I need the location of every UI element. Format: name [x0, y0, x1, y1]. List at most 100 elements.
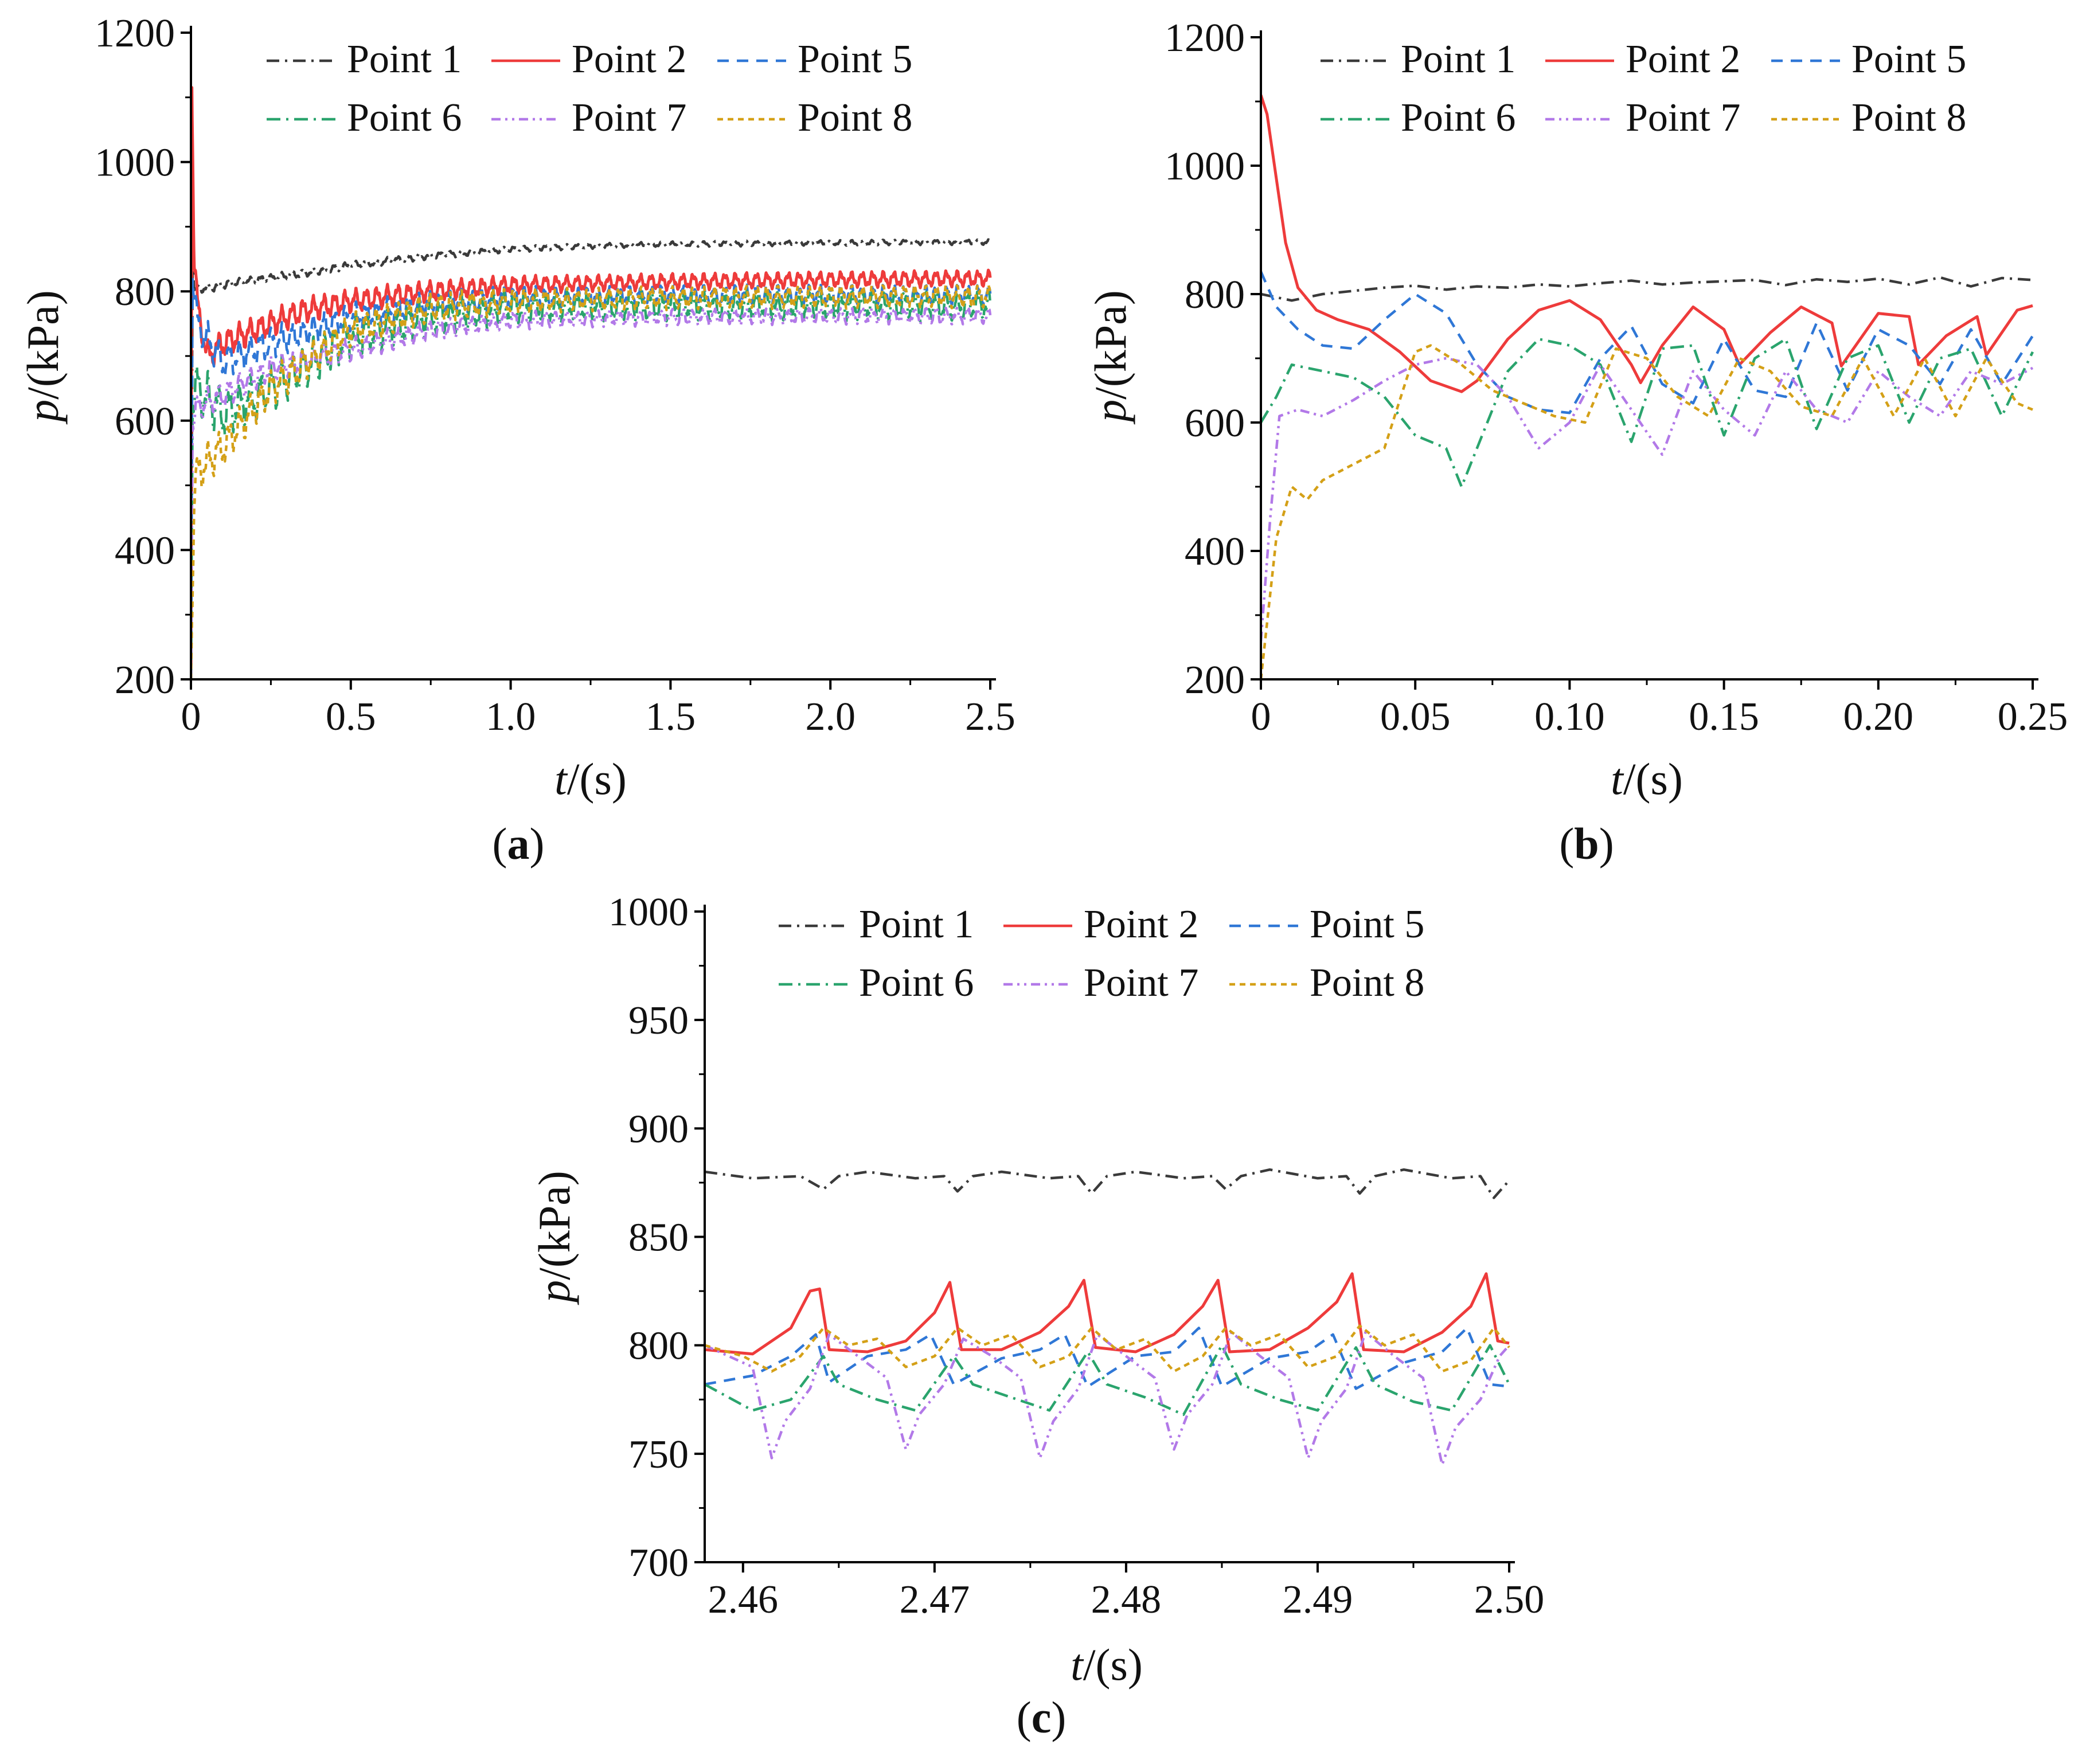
legend-item: Point 7 [1003, 961, 1198, 1005]
legend-label: Point 8 [1851, 96, 1966, 140]
legend-label: Point 2 [1626, 37, 1740, 81]
y-axis-label-unit: /(kPa) [529, 1171, 579, 1280]
series-line-point-5 [705, 1327, 1510, 1390]
x-axis-label-unit: /(s) [567, 754, 627, 804]
legend-label: Point 1 [1401, 37, 1515, 81]
series-line-point-1 [1261, 276, 2033, 302]
y-axis-label-unit: /(kPa) [18, 290, 68, 400]
panel-label-letter: b [1574, 819, 1599, 869]
legend-item: Point 1 [1321, 37, 1515, 81]
y-tick-label: 800 [1185, 273, 1245, 317]
legend-label: Point 1 [347, 37, 462, 81]
legend-label: Point 6 [1401, 96, 1515, 140]
series-group [1261, 95, 2034, 679]
panel-label: (b) [1559, 819, 1614, 869]
y-tick-label: 1000 [95, 141, 175, 185]
y-tick-label: 750 [628, 1433, 689, 1477]
x-axis-label: t/(s) [1071, 1640, 1143, 1689]
legend-item: Point 8 [1229, 961, 1424, 1005]
legend-label: Point 8 [798, 96, 912, 140]
x-axis-label-symbol: t [1071, 1640, 1084, 1689]
legend: Point 1 Point 2 Point 5 Point 6 Point 7 Point… [779, 902, 1424, 1005]
panel-label-close: ) [1599, 819, 1614, 869]
panel-label-letter: c [1032, 1692, 1052, 1742]
y-tick-label: 200 [1185, 658, 1245, 702]
x-axis-label: t/(s) [1611, 754, 1683, 804]
series-line-point-8 [705, 1324, 1510, 1373]
panel-label-close: ) [530, 819, 545, 869]
legend-item: Point 6 [1321, 96, 1515, 140]
x-tick-label: 0 [1251, 695, 1271, 739]
x-tick-label: 0.25 [1998, 695, 2068, 739]
y-tick-label: 1000 [608, 890, 689, 934]
x-tick-label: 2.0 [805, 695, 856, 739]
legend-item: Point 7 [1545, 96, 1740, 140]
x-tick-label: 0.5 [326, 695, 376, 739]
panel-label-open: ( [493, 819, 507, 869]
y-axis-label: p/(kPa) [1085, 290, 1135, 425]
legend-label: Point 2 [1084, 902, 1198, 946]
y-tick-label: 950 [628, 999, 689, 1043]
legend-label: Point 6 [347, 96, 462, 140]
legend-item: Point 5 [717, 37, 912, 81]
panel-label-letter: a [507, 819, 530, 869]
series-line-point-7 [1261, 357, 2034, 641]
chart-panel-c: 2.46 2.47 2.48 2.49 2.50 700 750 800 850 900 950 10… [529, 890, 1544, 1742]
y-axis-label-symbol: p [18, 400, 68, 425]
series-line-point-1 [191, 238, 992, 679]
y-axis-label-unit: /(kPa) [1085, 290, 1135, 400]
series-line-point-7 [191, 306, 992, 679]
series-group [191, 86, 992, 679]
legend-label: Point 7 [1626, 96, 1740, 140]
y-tick-label: 800 [115, 270, 175, 314]
x-tick-label: 1.0 [486, 695, 536, 739]
series-line-point-6 [1261, 338, 2034, 488]
y-tick-label: 200 [115, 658, 175, 702]
legend: Point 1 Point 2 Point 5 Point 6 Point 7 Point… [1321, 37, 1966, 140]
y-tick-label: 1200 [95, 11, 175, 56]
legend-item: Point 2 [491, 37, 686, 81]
legend-item: Point 7 [491, 96, 686, 140]
legend-item: Point 6 [779, 961, 974, 1005]
series-line-point-6 [705, 1344, 1511, 1416]
legend-label: Point 5 [1851, 37, 1966, 81]
legend-label: Point 7 [1084, 961, 1198, 1005]
x-tick-label: 2.48 [1091, 1578, 1162, 1622]
y-axis-label: p/(kPa) [18, 290, 68, 425]
series-line-point-5 [1261, 271, 2034, 414]
x-tick-label: 0.15 [1689, 695, 1759, 739]
y-tick-label: 1200 [1165, 16, 1245, 60]
legend: Point 1 Point 2 Point 5 Point 6 Point 7 Point… [267, 37, 912, 140]
y-tick-label: 400 [1185, 530, 1245, 574]
series-line-point-2 [1261, 95, 2033, 393]
legend-label: Point 5 [798, 37, 912, 81]
x-tick-label: 0.10 [1534, 695, 1605, 739]
legend-label: Point 7 [572, 96, 686, 140]
legend-item: Point 8 [717, 96, 912, 140]
x-tick-label: 1.5 [646, 695, 696, 739]
x-tick-label: 0.20 [1843, 695, 1914, 739]
x-axis-label-unit: /(s) [1623, 754, 1683, 804]
x-tick-label: 2.50 [1474, 1578, 1545, 1622]
x-tick-label: 2.47 [900, 1578, 970, 1622]
x-axis-label: t/(s) [554, 754, 627, 804]
x-tick-label: 2.5 [965, 695, 1015, 739]
y-axis-label: p/(kPa) [529, 1171, 579, 1305]
series-line-point-8 [191, 283, 992, 679]
legend-label: Point 2 [572, 37, 686, 81]
chart-panel-b: 0 0.05 0.10 0.15 0.20 0.25 200 400 600 800 1000 120… [1085, 16, 2068, 869]
y-axis-label-symbol: p [1085, 400, 1135, 425]
legend-item: Point 2 [1003, 902, 1198, 946]
y-tick-label: 1000 [1165, 144, 1245, 189]
series-line-point-7 [705, 1331, 1510, 1466]
series-line-point-6 [191, 289, 992, 679]
x-axis-label-symbol: t [554, 754, 568, 804]
x-tick-label: 2.46 [708, 1578, 779, 1622]
x-tick-label: 0 [181, 695, 201, 739]
series-line-point-8 [1261, 344, 2033, 679]
legend-item: Point 5 [1229, 902, 1424, 946]
x-axis-label-unit: /(s) [1083, 1640, 1143, 1689]
legend-item: Point 8 [1771, 96, 1966, 140]
y-tick-label: 400 [115, 529, 175, 573]
